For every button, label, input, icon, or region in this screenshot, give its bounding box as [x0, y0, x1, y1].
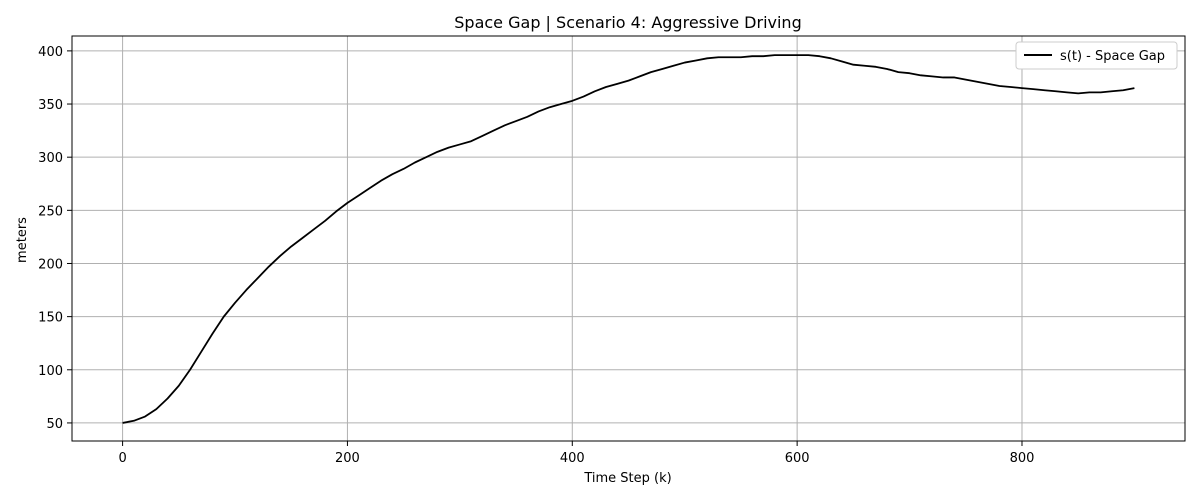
y-tick-label: 100 — [38, 364, 63, 379]
x-tick-label: 0 — [118, 451, 126, 466]
x-tick-label: 400 — [560, 451, 585, 466]
chart-title: Space Gap | Scenario 4: Aggressive Drivi… — [454, 13, 801, 32]
grid-layer — [72, 36, 1185, 441]
tick-layer: 0 200 400 600 800 50 100 150 200 250 300 350 400 — [38, 45, 1034, 466]
x-tick-label: 600 — [785, 451, 810, 466]
x-axis-label: Time Step (k) — [583, 471, 671, 486]
plot-area-frame — [71, 35, 1186, 442]
x-tick-label: 200 — [335, 451, 360, 466]
legend-box — [1015, 41, 1178, 70]
series-line-space-gap — [122, 54, 1135, 424]
y-tick-label: 350 — [38, 98, 63, 113]
x-tick-label: 800 — [1010, 451, 1035, 466]
y-axis-label: meters — [15, 217, 30, 263]
legend-label: s(t) - Space Gap — [1060, 49, 1165, 64]
data-layer — [122, 54, 1135, 424]
y-tick-label: 400 — [38, 45, 63, 60]
y-tick-label: 200 — [38, 257, 63, 272]
y-tick-label: 150 — [38, 311, 63, 326]
y-tick-label: 250 — [38, 204, 63, 219]
y-tick-label: 50 — [46, 417, 63, 432]
y-tick-label: 300 — [38, 151, 63, 166]
legend: s(t) - Space Gap — [1015, 41, 1178, 70]
